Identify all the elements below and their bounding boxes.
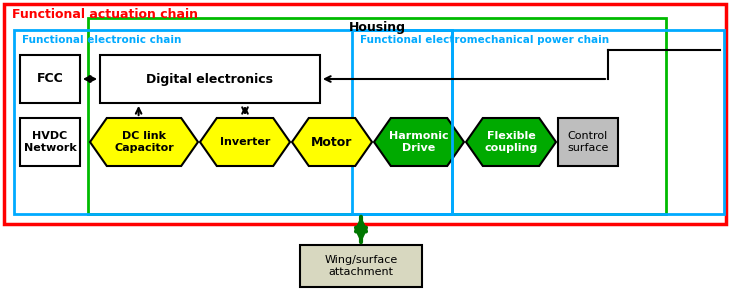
Text: Housing: Housing <box>348 22 406 35</box>
Polygon shape <box>374 118 464 166</box>
Bar <box>20 55 80 103</box>
Text: Functional electronic chain: Functional electronic chain <box>22 35 182 45</box>
Polygon shape <box>292 118 372 166</box>
Polygon shape <box>200 118 290 166</box>
Text: Harmonic
Drive: Harmonic Drive <box>389 131 449 153</box>
Bar <box>300 245 422 287</box>
Bar <box>352 30 724 214</box>
Text: HVDC
Network: HVDC Network <box>23 131 76 153</box>
Text: Inverter: Inverter <box>220 137 270 147</box>
Text: Flexible
coupling: Flexible coupling <box>485 131 537 153</box>
Text: Functional actuation chain: Functional actuation chain <box>12 9 198 22</box>
Text: Wing/surface
attachment: Wing/surface attachment <box>324 255 397 277</box>
Text: FCC: FCC <box>37 73 64 86</box>
Bar <box>88 18 666 214</box>
Bar <box>100 55 320 103</box>
Polygon shape <box>90 118 198 166</box>
Bar <box>558 118 618 166</box>
Bar <box>14 30 452 214</box>
Text: Motor: Motor <box>311 135 353 148</box>
Bar <box>4 4 726 224</box>
Text: Functional electromechanical power chain: Functional electromechanical power chain <box>360 35 609 45</box>
Bar <box>20 118 80 166</box>
Text: Control
surface: Control surface <box>567 131 609 153</box>
Polygon shape <box>466 118 556 166</box>
Text: Digital electronics: Digital electronics <box>146 73 274 86</box>
Text: DC link
Capacitor: DC link Capacitor <box>114 131 174 153</box>
